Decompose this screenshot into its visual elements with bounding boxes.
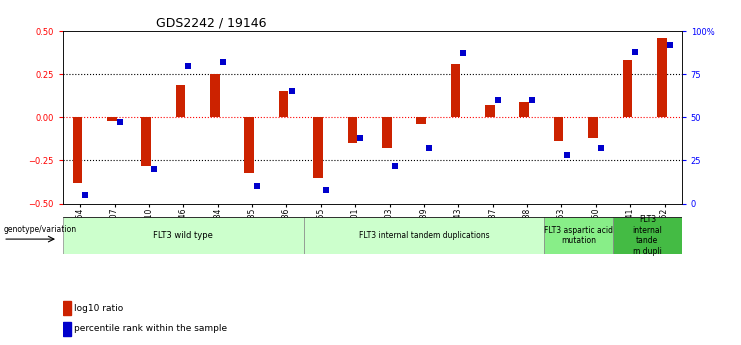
Bar: [63, 322, 71, 336]
Bar: [73, 117, 82, 183]
Bar: [107, 117, 116, 121]
Bar: [304, 217, 544, 254]
Bar: [142, 117, 151, 166]
Bar: [416, 117, 426, 124]
Text: FLT3
internal
tande
m dupli: FLT3 internal tande m dupli: [632, 215, 662, 256]
Point: [526, 97, 538, 103]
Point: [285, 89, 297, 94]
Text: genotype/variation: genotype/variation: [3, 225, 76, 234]
Bar: [245, 117, 254, 172]
Bar: [613, 217, 682, 254]
Bar: [382, 117, 391, 148]
Bar: [279, 91, 288, 117]
Text: GDS2242 / 19146: GDS2242 / 19146: [156, 17, 266, 30]
Bar: [63, 217, 304, 254]
Bar: [63, 301, 71, 315]
Point: [561, 152, 573, 158]
Point: [664, 42, 676, 48]
Bar: [588, 117, 598, 138]
Point: [79, 192, 91, 198]
Point: [251, 184, 263, 189]
Bar: [313, 117, 323, 178]
Bar: [348, 117, 357, 143]
Bar: [622, 60, 632, 117]
Point: [492, 97, 504, 103]
Text: log10 ratio: log10 ratio: [74, 304, 123, 313]
Point: [457, 51, 469, 56]
Point: [389, 163, 401, 168]
Bar: [657, 38, 667, 117]
Text: FLT3 internal tandem duplications: FLT3 internal tandem duplications: [359, 231, 489, 240]
Text: FLT3 wild type: FLT3 wild type: [153, 231, 213, 240]
Bar: [554, 117, 563, 141]
Bar: [451, 64, 460, 117]
Bar: [519, 102, 529, 117]
Point: [354, 135, 366, 141]
Text: percentile rank within the sample: percentile rank within the sample: [74, 325, 227, 334]
Point: [148, 166, 160, 172]
Point: [423, 146, 435, 151]
Bar: [176, 85, 185, 117]
Point: [182, 63, 194, 68]
Point: [629, 49, 641, 55]
Point: [114, 120, 126, 125]
Text: FLT3 aspartic acid
mutation: FLT3 aspartic acid mutation: [544, 226, 613, 245]
Point: [595, 146, 607, 151]
Point: [217, 59, 229, 65]
Bar: [485, 105, 495, 117]
Bar: [210, 74, 220, 117]
Point: [320, 187, 332, 193]
Bar: [544, 217, 613, 254]
